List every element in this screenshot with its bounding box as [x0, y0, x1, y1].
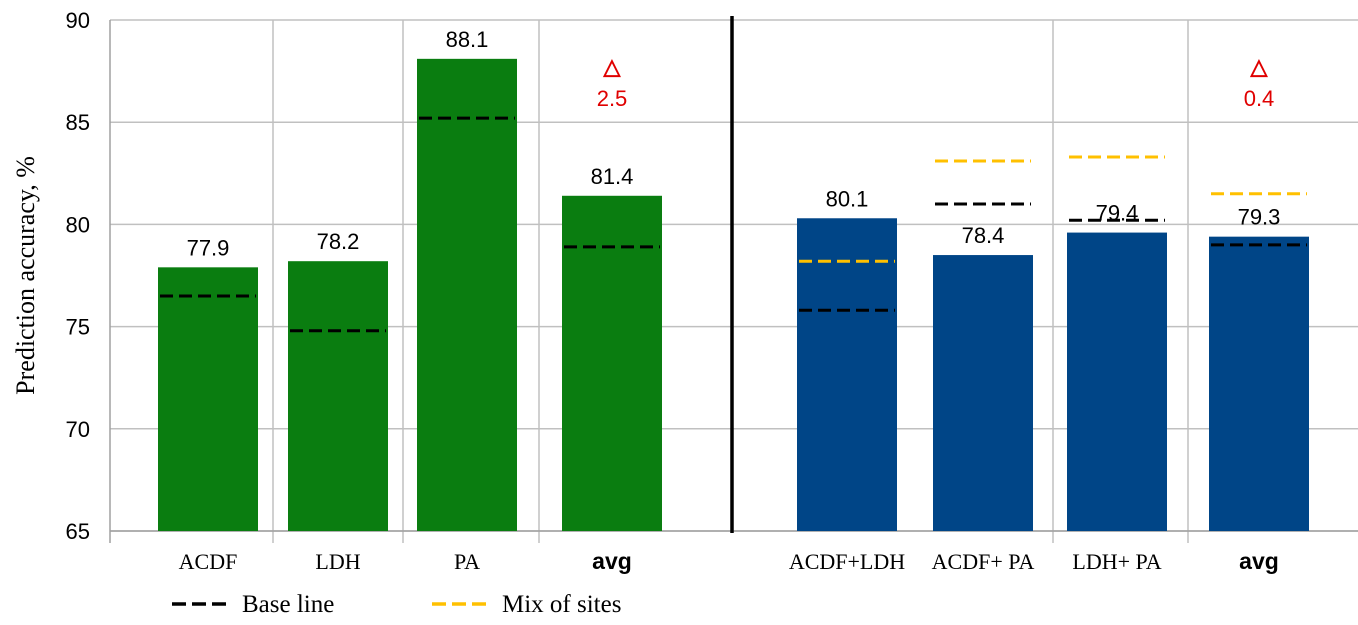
value-label-g1-1: 78.2: [317, 229, 360, 254]
legend-label-0: Base line: [242, 591, 334, 618]
bar-g2-3: [1209, 236, 1309, 531]
y-tick-label-70: 70: [66, 417, 90, 442]
category-label-g1-0: ACDF: [179, 549, 238, 574]
bar-g2-0: [797, 218, 897, 531]
y-tick-label-75: 75: [66, 315, 90, 340]
bar-g2-2: [1067, 232, 1167, 532]
delta-icon-g1: △: [603, 54, 622, 79]
category-label-g2-0: ACDF+LDH: [789, 549, 905, 574]
value-label-g1-3: 81.4: [591, 164, 634, 189]
value-label-g1-2: 88.1: [446, 27, 489, 52]
category-label-g2-3: avg: [1239, 548, 1279, 574]
y-tick-label-85: 85: [66, 110, 90, 135]
bar-g1-3: [562, 195, 662, 531]
value-label-g1-0: 77.9: [187, 235, 230, 260]
delta-value-g2: 0.4: [1244, 86, 1275, 111]
bar-g1-0: [158, 267, 258, 531]
bar-g2-1: [933, 255, 1033, 531]
category-label-g1-3: avg: [592, 548, 632, 574]
bar-g1-1: [288, 261, 388, 531]
category-label-g1-1: LDH: [315, 549, 360, 574]
category-label-g2-1: ACDF+ PA: [932, 549, 1035, 574]
bar-g1-2: [417, 58, 517, 531]
category-label-g1-2: PA: [454, 549, 480, 574]
legend-label-1: Mix of sites: [502, 591, 621, 618]
y-tick-label-80: 80: [66, 212, 90, 237]
delta-value-g1: 2.5: [597, 86, 628, 111]
value-label-g2-1: 78.4: [962, 223, 1005, 248]
y-axis-label: Prediction accuracy, %: [11, 156, 40, 395]
delta-icon-g2: △: [1250, 54, 1269, 79]
category-label-g2-2: LDH+ PA: [1072, 549, 1161, 574]
y-tick-label-90: 90: [66, 8, 90, 33]
value-label-g2-2: 79.4: [1096, 201, 1139, 226]
y-tick-label-65: 65: [66, 519, 90, 544]
value-label-g2-3: 79.3: [1238, 205, 1281, 230]
value-label-g2-0: 80.1: [826, 186, 869, 211]
